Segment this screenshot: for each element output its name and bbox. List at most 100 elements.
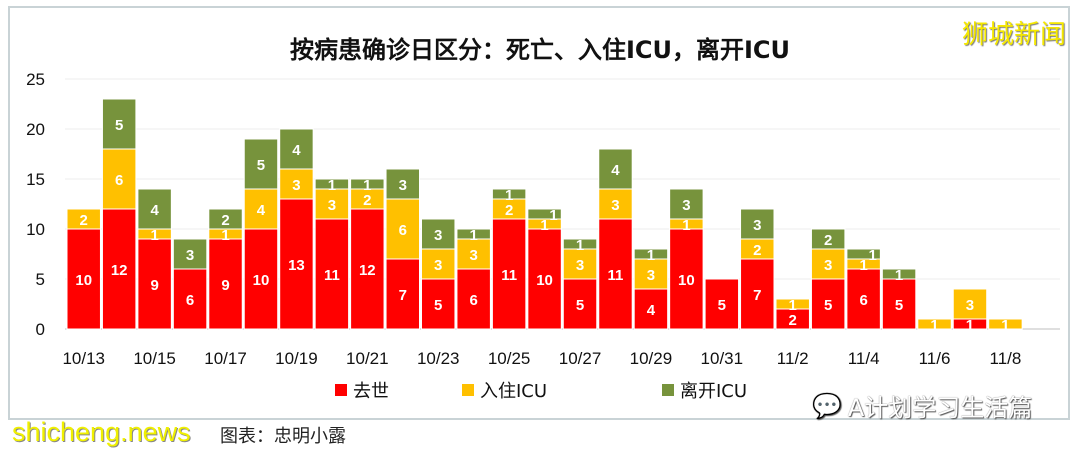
x-tick-label: 10/17 [204,349,247,368]
data-label: 6 [859,292,867,309]
x-tick-label: 10/21 [346,349,389,368]
x-tick-label: 11/8 [990,349,1022,368]
data-label: 10 [678,272,695,289]
bar-icu-out [243,138,279,190]
x-tick-label: 11/2 [777,349,809,368]
y-tick-label: 25 [26,70,45,89]
bar-icu-in [385,198,420,260]
watermark-wechat-text: A计划学习生活篇 [847,394,1033,422]
data-label: 1 [682,217,690,234]
bar-death [172,268,208,330]
data-label: 11 [608,267,624,284]
bar-death [350,208,385,330]
watermark-top: 狮城新闻 [961,20,1066,50]
bar-icu-out [350,178,385,190]
bar-icu-in [101,148,137,210]
bar-death [243,228,279,330]
data-label: 5 [718,297,726,314]
x-tick-label: 10/31 [701,349,744,368]
watermark-wechat: 💬 A计划学习生活篇 [812,388,1032,423]
data-label: 1 [647,247,655,264]
x-tick-label: 10/25 [488,349,531,368]
bar-icu-in [775,298,810,310]
bar-icu-in [66,208,101,230]
bar-death [208,238,243,330]
caption: 图表：忠明小露 [220,426,346,447]
data-label: 2 [789,312,797,329]
data-label: 7 [753,287,761,304]
bar-icu-out [172,238,208,270]
data-label: 2 [221,212,229,229]
data-label: 3 [753,217,761,234]
data-label: 1 [363,177,371,194]
bar-death [137,238,172,330]
data-label: 1 [789,297,797,314]
data-label: 3 [434,227,442,244]
bar-icu-in [456,238,491,270]
bar-death [881,278,917,330]
data-label: 3 [966,297,974,314]
watermark-site: shicheng.news [12,417,191,447]
data-label: 6 [115,172,123,189]
data-label: 1 [505,187,513,204]
bar-icu-out [810,228,846,250]
bar-death [669,228,704,330]
data-label: 4 [647,302,656,319]
data-label: 6 [399,222,407,239]
data-label: 4 [150,202,159,219]
bar-icu-in [952,288,988,320]
data-label: 9 [150,277,158,294]
data-label: 3 [328,197,336,214]
bar-death [421,278,456,330]
legend-label: 入住ICU [480,381,547,402]
data-label: 3 [576,257,584,274]
data-label: 3 [470,247,478,264]
data-label: 1 [576,237,584,254]
data-label: 1 [150,227,158,244]
legend-swatch [462,384,474,396]
data-label: 9 [221,277,229,294]
data-label: 10 [253,272,270,289]
data-label: 1 [930,317,938,334]
bar-icu-out [669,188,704,220]
x-tick-label: 11/6 [919,349,951,368]
data-label: 5 [576,297,584,314]
data-label: 5 [434,297,442,314]
bar-icu-in [562,248,598,280]
bar-icu-out [740,208,775,240]
data-label: 2 [824,232,832,249]
y-tick-label: 0 [36,320,45,339]
bar-death [385,258,420,330]
data-label: 3 [611,197,619,214]
data-label: 1 [868,247,876,264]
x-tick-label: 10/13 [62,349,105,368]
bar-icu-out [881,268,917,280]
data-label: 3 [824,257,832,274]
data-label: 2 [80,212,88,229]
bar-death [101,208,137,330]
bar-icu-out [101,98,137,150]
bar-icu-out [421,218,456,250]
bar-death [740,258,775,330]
bar-death [704,278,740,330]
bar-icu-out [137,188,172,230]
bar-death [598,218,633,330]
bar-death [562,278,598,330]
data-label: 1 [328,177,336,194]
data-label: 11 [501,267,517,284]
y-tick-label: 20 [26,120,45,139]
bar-icu-in [243,188,279,230]
x-tick-label: 10/23 [417,349,460,368]
x-tick-label: 10/29 [630,349,673,368]
bar-icu-out [456,228,491,240]
data-label: 12 [111,262,128,279]
bar-icu-out [527,208,562,220]
bar-icu-out [846,248,881,260]
x-tick-label: 10/15 [133,349,176,368]
data-label: 3 [682,197,690,214]
bar-icu-in [633,258,669,290]
data-label: 1 [1001,317,1009,334]
data-label: 11 [324,267,340,284]
bar-death [491,218,527,330]
